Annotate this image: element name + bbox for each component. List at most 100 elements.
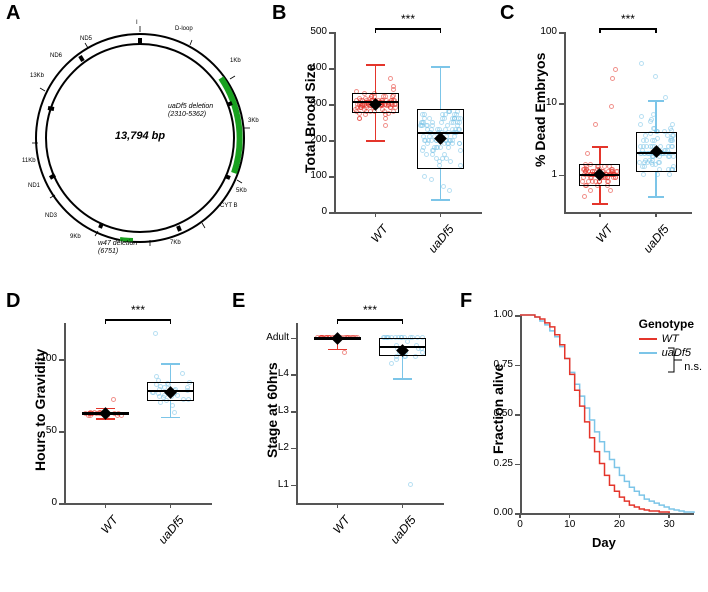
y-tick bbox=[559, 103, 564, 105]
data-point bbox=[447, 188, 452, 193]
whisker bbox=[375, 113, 377, 140]
data-point bbox=[582, 194, 587, 199]
y-tick bbox=[329, 176, 334, 178]
data-point bbox=[153, 331, 158, 336]
sig-bar bbox=[105, 319, 170, 321]
data-point bbox=[648, 119, 653, 124]
panel-c-label: C bbox=[500, 2, 514, 25]
uadf5-deletion-anno: uaDf5 deletion(2310-5362) bbox=[168, 103, 213, 118]
whisker-cap bbox=[161, 363, 180, 365]
data-point bbox=[610, 76, 615, 81]
data-point bbox=[172, 410, 177, 415]
sig-tick bbox=[105, 319, 107, 324]
data-point bbox=[154, 374, 159, 379]
legend-title: Genotype bbox=[639, 317, 694, 331]
y-tick-label: 0 bbox=[20, 497, 57, 508]
x-axis bbox=[564, 212, 692, 214]
x-axis bbox=[334, 212, 482, 214]
y-tick bbox=[291, 338, 296, 340]
y-axis bbox=[564, 32, 566, 212]
y-tick bbox=[329, 32, 334, 34]
sig-text: *** bbox=[337, 303, 402, 317]
y-tick-label: Adult bbox=[252, 332, 289, 343]
data-point bbox=[388, 76, 393, 81]
whisker bbox=[402, 356, 404, 378]
sig-tick bbox=[402, 319, 404, 324]
tick-nd5: ND5 bbox=[80, 36, 92, 42]
sig-text: *** bbox=[600, 12, 656, 26]
x-tick-label: uaDf5 bbox=[379, 513, 419, 556]
y-axis-label: Stage at 60hrs bbox=[264, 362, 280, 458]
whisker-cap bbox=[431, 66, 450, 68]
y-tick bbox=[291, 485, 296, 487]
data-point bbox=[342, 350, 347, 355]
data-point bbox=[667, 172, 672, 177]
data-point bbox=[383, 123, 388, 128]
mtdna-circle: 13,794 bp uaDf5 deletion(2310-5362) w47 … bbox=[20, 18, 260, 258]
data-point bbox=[638, 122, 643, 127]
tick-dloop: D-loop bbox=[175, 26, 193, 32]
y-tick-label: 0 bbox=[290, 206, 327, 217]
panel-e-label: E bbox=[232, 290, 245, 313]
whisker-cap bbox=[393, 378, 412, 380]
y-axis-label: % Dead Embryos bbox=[532, 52, 548, 166]
data-point bbox=[111, 397, 116, 402]
tick-11kb: 11Kb bbox=[22, 158, 36, 164]
x-tick-label: WT bbox=[82, 513, 122, 556]
whisker bbox=[655, 172, 657, 196]
ns-text: n.s. bbox=[684, 361, 702, 373]
tick-3kb: 3Kb bbox=[248, 118, 259, 124]
data-point bbox=[383, 116, 388, 121]
y-tick bbox=[59, 431, 64, 433]
tick-I: I bbox=[136, 20, 138, 26]
data-point bbox=[391, 84, 396, 89]
panel-c: 110100% Dead EmbryosWTuaDf5*** bbox=[520, 14, 700, 264]
x-tick-label: WT bbox=[314, 513, 354, 556]
ns-bracket bbox=[668, 345, 686, 375]
legend-swatch bbox=[639, 352, 657, 354]
data-point bbox=[641, 172, 646, 177]
panel-d: 050100Hours to GravidityWTuaDf5*** bbox=[20, 305, 220, 555]
y-tick bbox=[291, 411, 296, 413]
legend-swatch bbox=[639, 338, 657, 340]
whisker bbox=[170, 401, 172, 417]
data-point bbox=[609, 104, 614, 109]
data-point bbox=[389, 361, 394, 366]
sig-tick bbox=[170, 319, 172, 324]
legend-row: WT bbox=[639, 333, 694, 345]
y-tick-label: L1 bbox=[252, 479, 289, 490]
whisker-cap bbox=[328, 349, 347, 351]
panel-e: L1L2L3L4AdultStage at 60hrsWTuaDf5*** bbox=[252, 305, 452, 555]
sig-tick bbox=[655, 28, 657, 33]
data-point bbox=[608, 188, 613, 193]
sig-tick bbox=[440, 28, 442, 33]
y-tick bbox=[329, 68, 334, 70]
sig-tick bbox=[599, 28, 601, 33]
whisker bbox=[375, 64, 377, 93]
whisker bbox=[655, 100, 657, 131]
whisker bbox=[599, 186, 601, 203]
tick-7kb: 7Kb bbox=[170, 240, 181, 246]
x-tick-label: uaDf5 bbox=[632, 222, 672, 265]
tick-9kb: 9Kb bbox=[70, 234, 81, 240]
panel-d-label: D bbox=[6, 290, 20, 313]
sig-tick bbox=[375, 28, 377, 33]
whisker bbox=[440, 169, 442, 200]
data-point bbox=[653, 74, 658, 79]
y-tick bbox=[329, 104, 334, 106]
y-tick bbox=[291, 374, 296, 376]
data-point bbox=[408, 482, 413, 487]
panel-b-label: B bbox=[272, 2, 286, 25]
sig-bar bbox=[375, 28, 440, 30]
data-point bbox=[180, 371, 185, 376]
panel-f: 0.000.250.500.751.000102030Fraction aliv… bbox=[478, 305, 700, 555]
data-point bbox=[422, 174, 427, 179]
data-point bbox=[585, 151, 590, 156]
sig-bar bbox=[337, 319, 402, 321]
data-point bbox=[670, 122, 675, 127]
whisker-cap bbox=[366, 64, 385, 66]
whisker-cap bbox=[592, 203, 608, 205]
sig-bar bbox=[600, 28, 656, 30]
data-point bbox=[593, 122, 598, 127]
data-point bbox=[639, 61, 644, 66]
